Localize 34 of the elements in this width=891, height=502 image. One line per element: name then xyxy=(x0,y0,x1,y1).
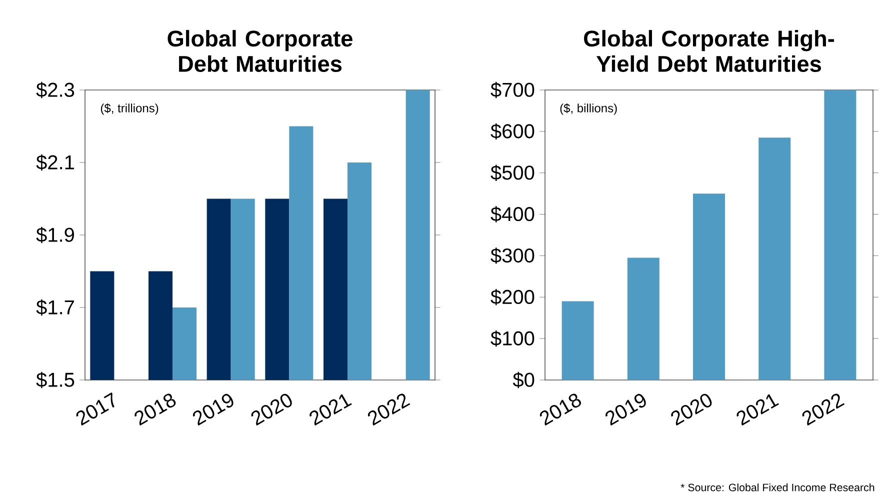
y-tick-label: $1.7 xyxy=(36,299,74,316)
annotation: ($, billions) xyxy=(560,103,617,115)
x-tick-label: 2021 xyxy=(310,394,352,426)
y-tick-label: $2.1 xyxy=(36,154,74,171)
x-tick-label: 2018 xyxy=(134,394,176,426)
bar xyxy=(758,138,791,380)
y-tick-label: $2.3 xyxy=(36,82,74,98)
y-tick-label: $500 xyxy=(490,164,534,181)
x-tick-label: 2021 xyxy=(736,394,779,426)
bar xyxy=(824,90,856,380)
annotation: ($, trillions) xyxy=(100,103,158,115)
x-tick-label: 2018 xyxy=(540,394,581,426)
y-tick-label: $600 xyxy=(490,123,534,140)
x-tick-label: 2017 xyxy=(76,392,114,426)
bar xyxy=(627,258,660,380)
y-tick-label: $700 xyxy=(490,82,534,98)
x-tick-label: 2020 xyxy=(671,394,712,426)
y-tick-label: $1.9 xyxy=(36,226,74,244)
x-tick-label: 2019 xyxy=(606,394,646,426)
x-tick-label: 2019 xyxy=(192,394,234,426)
x-tick-label: 2022 xyxy=(802,394,845,426)
y-tick-label: $300 xyxy=(490,248,534,264)
bar xyxy=(693,194,725,380)
x-tick-label: 2020 xyxy=(251,394,292,426)
x-tick-label: 2022 xyxy=(368,394,410,426)
chart-title: Global Corporate High-Yield Debt Maturities xyxy=(584,30,834,72)
bar xyxy=(562,301,594,380)
y-tick-label: $1.5 xyxy=(36,372,74,388)
y-tick-label: $0 xyxy=(512,372,534,388)
text: * Source: Global Fixed Income Research xyxy=(680,483,874,492)
chart-title: Global Corporate Debt Maturities xyxy=(168,30,352,72)
y-tick-label: $400 xyxy=(490,206,534,222)
y-tick-label: $200 xyxy=(490,289,534,306)
y-tick-label: $100 xyxy=(490,330,534,347)
